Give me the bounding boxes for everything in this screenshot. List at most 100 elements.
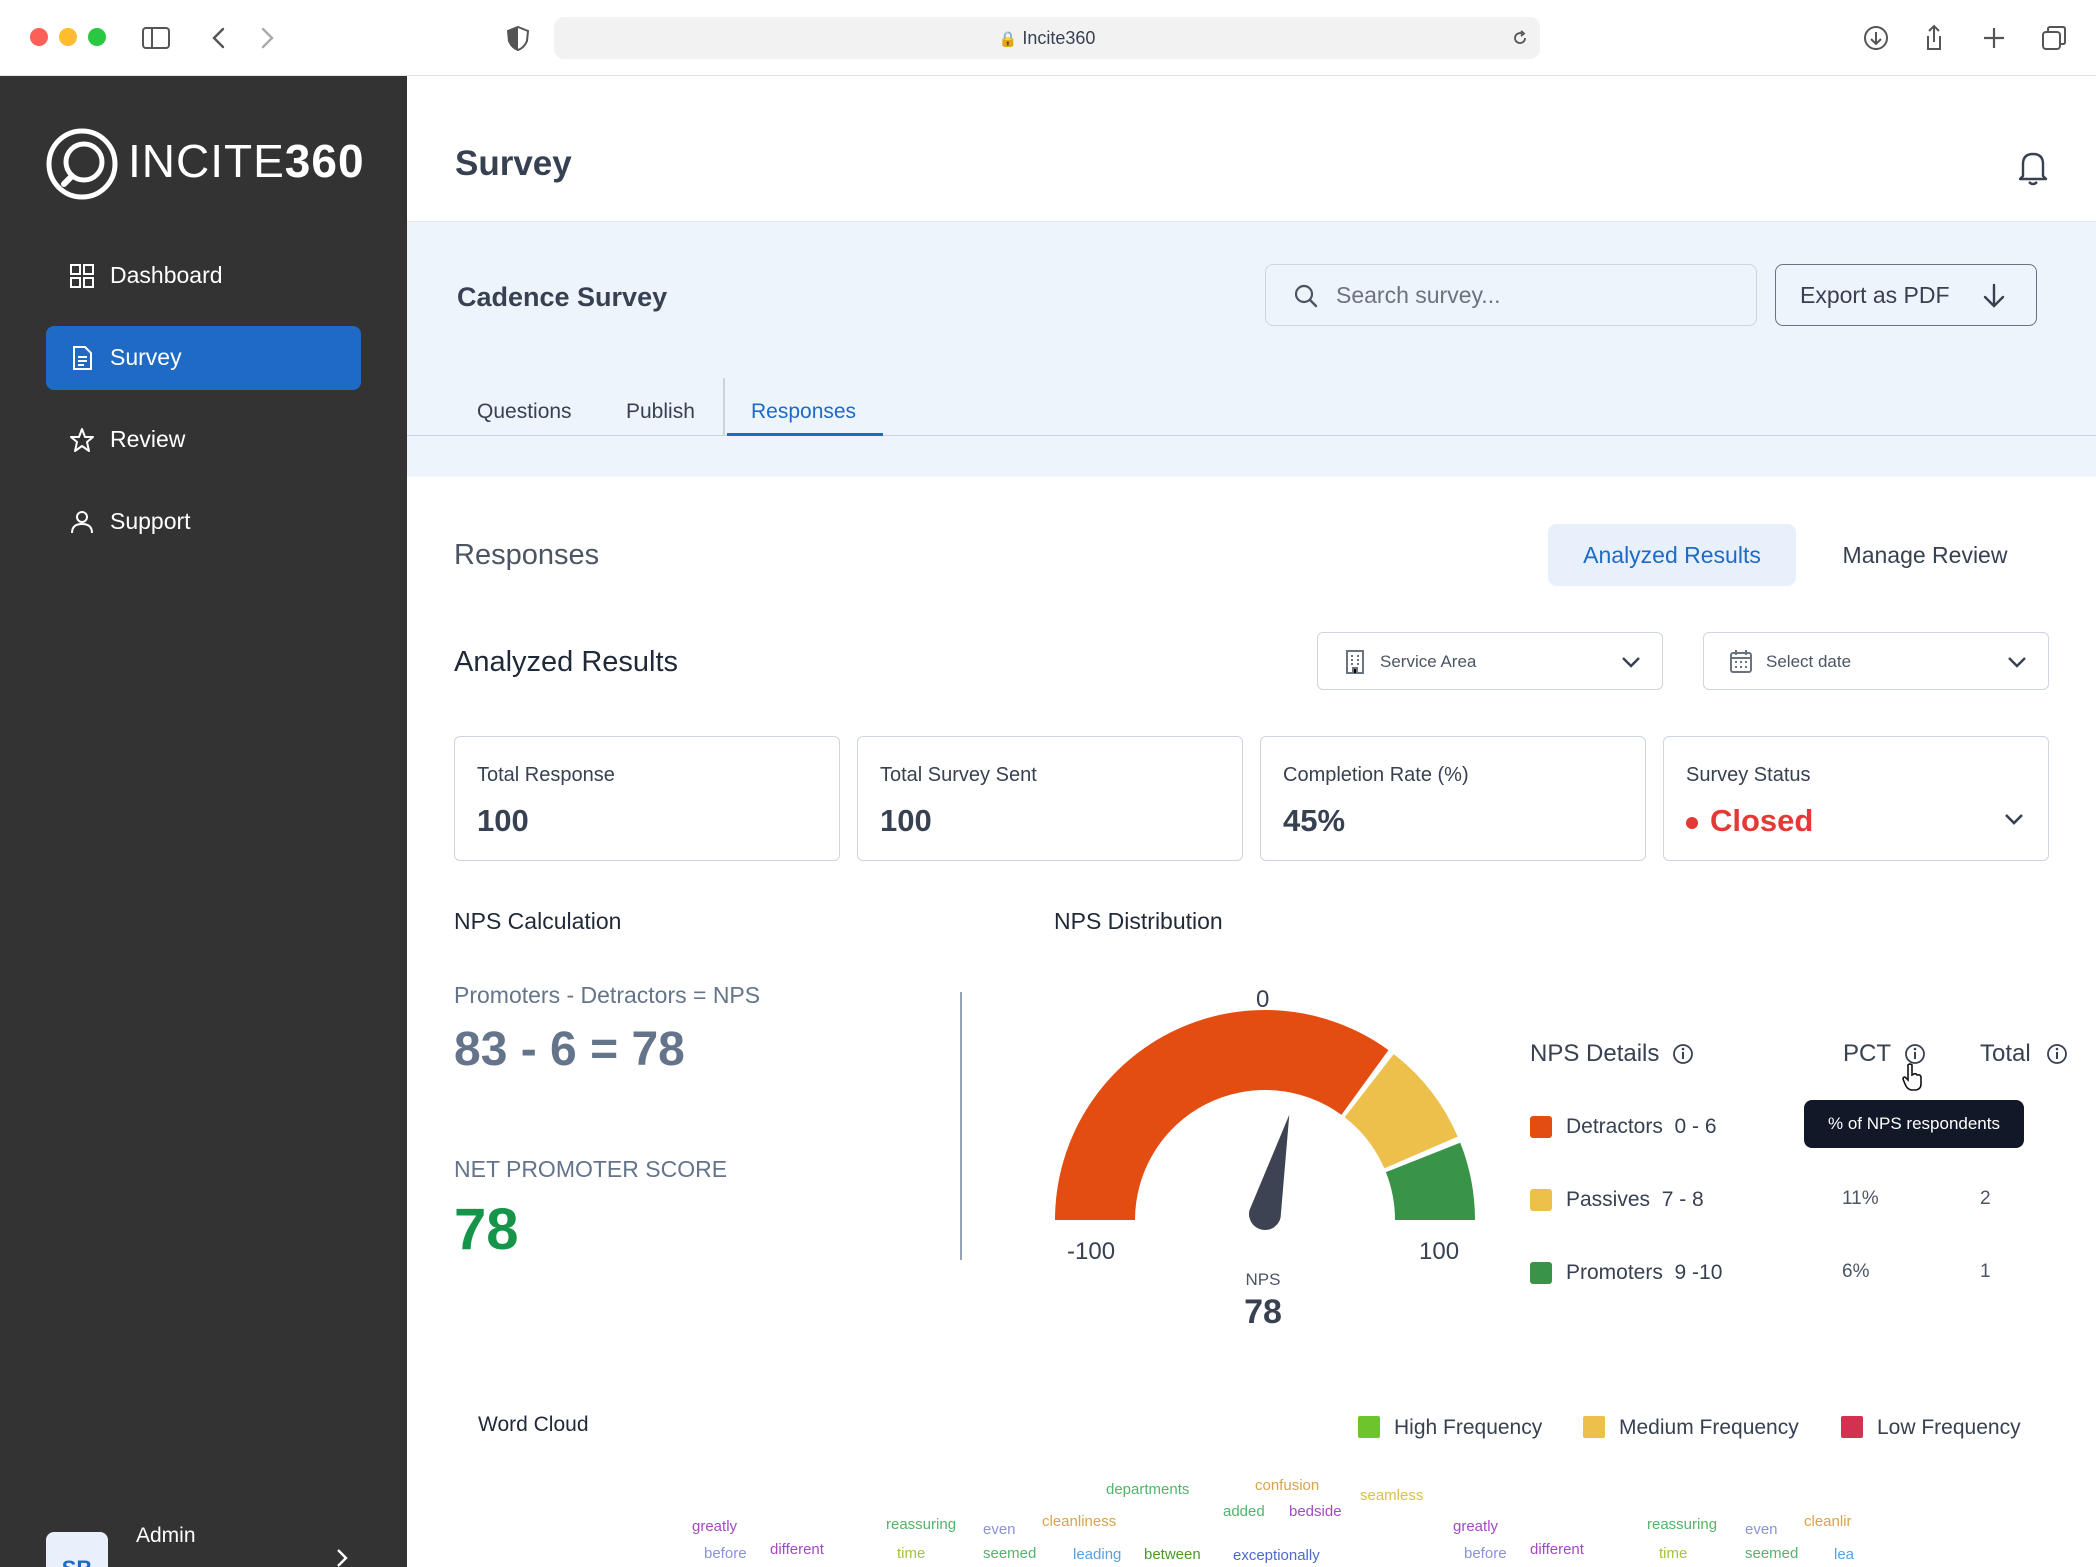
shield-icon[interactable] [502, 22, 534, 54]
tab-publish[interactable]: Publish [626, 400, 695, 423]
word-cloud-word: bedside [1289, 1503, 1342, 1520]
logo-wordmark: INCITE360 [128, 135, 365, 187]
word-cloud-word: seamless [1360, 1487, 1424, 1504]
export-pdf-button[interactable]: Export as PDF [1775, 264, 2037, 326]
lock-icon: 🔒 [998, 31, 1018, 48]
gauge-min-label: -100 [1067, 1238, 1116, 1265]
chevron-right-icon [337, 1549, 348, 1567]
word-cloud-word: lea [1834, 1546, 1855, 1563]
sidebar-item-label: Survey [110, 344, 182, 370]
tab-questions[interactable]: Questions [477, 400, 572, 423]
active-tab-indicator [727, 433, 883, 436]
chevron-down-icon [1622, 657, 1640, 668]
sidebar-item-label: Dashboard [110, 262, 223, 288]
stat-card-survey-status[interactable]: Survey Status Closed [1663, 736, 2049, 861]
word-cloud-word: added [1223, 1503, 1265, 1520]
date-picker-dropdown[interactable]: Select date [1703, 632, 2049, 690]
nps-detail-row-promoters: Promoters 9 -10 6% 1 [1528, 1258, 2068, 1288]
close-window-button[interactable] [30, 28, 48, 46]
net-promoter-score-value: 78 [454, 1197, 519, 1262]
word-cloud-word: greatly [692, 1518, 738, 1535]
chevron-down-icon [2005, 814, 2023, 825]
gauge-segment-promoters [1385, 1142, 1475, 1220]
survey-toolbar: Cadence Survey Export as PDF Questions P… [407, 222, 2096, 477]
maximize-window-button[interactable] [88, 28, 106, 46]
word-cloud-word: even [983, 1521, 1016, 1538]
building-icon [1346, 650, 1364, 674]
info-icon[interactable] [1904, 1043, 1926, 1065]
legend-swatch [1358, 1416, 1380, 1438]
download-icon[interactable] [1860, 22, 1892, 54]
gauge-mid-label: 0 [1256, 986, 1270, 1013]
export-pdf-label: Export as PDF [1800, 282, 1950, 308]
service-area-dropdown[interactable]: Service Area [1317, 632, 1663, 690]
avatar: SB [46, 1532, 108, 1567]
word-cloud-word: time [897, 1545, 926, 1562]
sidebar-item-survey[interactable]: Survey [46, 326, 361, 390]
user-name: Admin [136, 1524, 196, 1547]
tab-responses[interactable]: Responses [751, 400, 857, 423]
service-area-label: Service Area [1380, 652, 1477, 671]
analyzed-results-heading: Analyzed Results [454, 646, 679, 678]
sidebar-item-review[interactable]: Review [46, 408, 361, 472]
word-cloud-word: greatly [1453, 1518, 1499, 1535]
stat-card-total-response: Total Response 100 [454, 736, 840, 861]
url-label: Incite360 [1022, 28, 1096, 48]
document-icon [73, 346, 92, 370]
legend-label: Medium Frequency [1619, 1416, 1799, 1439]
stat-card-completion-rate: Completion Rate (%) 45% [1260, 736, 1646, 861]
word-cloud-word: seemed [1745, 1545, 1799, 1562]
detail-total: 2 [1980, 1188, 1991, 1209]
address-bar[interactable]: 🔒 Incite360 [554, 17, 1540, 59]
nps-distribution-title: NPS Distribution [1054, 908, 1223, 934]
legend-swatch [1583, 1416, 1605, 1438]
detail-name: Passives 7 - 8 [1566, 1188, 1704, 1211]
sidebar-toggle-icon[interactable] [140, 22, 172, 54]
stat-card-total-survey-sent: Total Survey Sent 100 [857, 736, 1243, 861]
url-text: 🔒 Incite360 [554, 28, 1540, 49]
date-label: Select date [1766, 652, 1852, 671]
gauge-max-label: 100 [1419, 1238, 1460, 1265]
share-icon[interactable] [1918, 22, 1950, 54]
gauge-value-label: NPS [1245, 1270, 1281, 1289]
tabs-overview-icon[interactable] [2038, 22, 2070, 54]
manage-review-tab[interactable]: Manage Review [1842, 542, 2008, 568]
user-menu[interactable]: SB Admin [46, 1524, 366, 1567]
search-box[interactable] [1265, 264, 1757, 326]
chevron-down-icon [2008, 657, 2026, 668]
notification-bell-icon[interactable] [2016, 148, 2050, 186]
back-icon[interactable] [204, 22, 236, 54]
stat-label: Total Survey Sent [880, 764, 1037, 786]
word-cloud-word: different [1530, 1541, 1584, 1558]
survey-name: Cadence Survey [457, 282, 668, 312]
sidebar-item-support[interactable]: Support [46, 490, 361, 554]
status-dot [1686, 817, 1698, 829]
word-cloud-word: between [1144, 1546, 1201, 1563]
minimize-window-button[interactable] [59, 28, 77, 46]
calendar-icon [1730, 650, 1752, 673]
survey-tabs: Questions Publish Responses [407, 378, 2096, 436]
sidebar: INCITE360 Dashboard Survey Review Suppor… [0, 76, 407, 1567]
nps-gauge [1055, 1010, 1475, 1231]
sidebar-item-label: Support [110, 508, 191, 534]
sidebar-item-dashboard[interactable]: Dashboard [46, 244, 361, 308]
detail-total: 1 [1980, 1261, 1991, 1282]
page-header: Survey [407, 76, 2096, 222]
info-icon[interactable] [1672, 1043, 1694, 1065]
info-icon[interactable] [2046, 1043, 2068, 1065]
legend-swatch [1530, 1189, 1552, 1211]
analyzed-results-tab[interactable]: Analyzed Results [1548, 524, 1796, 586]
legend-label: High Frequency [1394, 1416, 1543, 1439]
pct-header: PCT [1843, 1040, 1891, 1067]
forward-icon[interactable] [250, 22, 282, 54]
detail-pct: 6% [1842, 1261, 1870, 1282]
gauge-value: 78 [1244, 1293, 1282, 1331]
stat-label: Survey Status [1686, 764, 1811, 786]
new-tab-icon[interactable] [1978, 22, 2010, 54]
legend-label: Low Frequency [1877, 1416, 2021, 1439]
word-cloud-word: cleanliness [1042, 1513, 1117, 1530]
search-input[interactable] [1336, 279, 1736, 311]
page-title: Survey [455, 144, 572, 183]
star-icon [70, 428, 94, 452]
reload-icon[interactable] [1510, 28, 1530, 48]
